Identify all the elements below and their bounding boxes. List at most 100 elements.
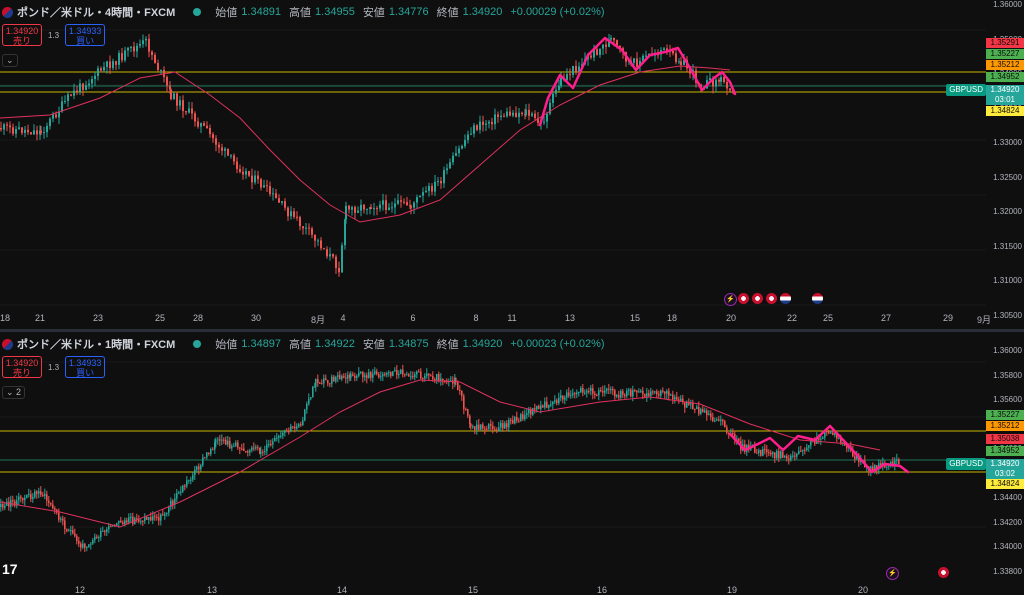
candle-body xyxy=(640,390,642,392)
candle-body xyxy=(208,452,210,455)
candle-body xyxy=(548,404,550,408)
candle-body xyxy=(720,77,722,82)
candle-body xyxy=(78,540,80,544)
event-us-flag-icon[interactable] xyxy=(812,293,823,304)
candle-body xyxy=(645,55,647,57)
candle-body xyxy=(120,520,122,523)
candle-body xyxy=(270,444,272,446)
event-gb-flag-icon[interactable] xyxy=(738,293,749,304)
candle-body xyxy=(178,492,180,494)
candle-body xyxy=(678,399,680,402)
chart-pane-4h[interactable]: ポンド／米ドル・4時間・FXCM 始値 1.34891 高値 1.34955 安値 1… xyxy=(0,0,1024,329)
market-open-icon xyxy=(193,340,202,348)
candle-body xyxy=(708,413,710,416)
candle-body xyxy=(646,393,648,397)
candle-body xyxy=(337,375,339,378)
candle-body xyxy=(209,128,211,135)
candle-body xyxy=(15,129,17,134)
candle-body xyxy=(544,401,546,408)
price-tick-label: 1.35600 xyxy=(993,395,1022,404)
sell-button[interactable]: 1.34920 売り xyxy=(2,24,42,46)
candle-body xyxy=(508,419,510,428)
candle-body xyxy=(774,452,776,459)
candle-body xyxy=(608,388,610,390)
time-tick-label: 15 xyxy=(467,585,479,595)
candle-body xyxy=(191,108,193,114)
candle-body xyxy=(784,456,786,458)
time-tick-label: 20 xyxy=(725,313,737,323)
candle-body xyxy=(373,208,375,210)
candle-body xyxy=(822,437,824,439)
candle-body xyxy=(151,51,153,56)
candle-body xyxy=(562,395,564,400)
candle-body xyxy=(404,374,406,376)
event-gb-flag-icon[interactable] xyxy=(752,293,763,304)
chart-pane-1h[interactable]: ポンド／米ドル・1時間・FXCM 始値 1.34897 高値 1.34922 安値 1… xyxy=(0,332,1024,595)
time-tick-label: 13 xyxy=(206,585,218,595)
time-tick-label: 8 xyxy=(473,313,479,323)
candle-body xyxy=(564,397,566,400)
candle-body xyxy=(800,450,802,452)
candle-body xyxy=(430,375,432,377)
collapse-legend-button[interactable]: ⌄ 2 xyxy=(2,386,26,399)
candle-body xyxy=(420,371,422,379)
candle-body xyxy=(574,393,576,395)
collapse-legend-button[interactable]: ⌄ xyxy=(2,54,18,67)
candle-body xyxy=(624,394,626,397)
candle-body xyxy=(80,543,82,548)
candle-body xyxy=(217,439,219,441)
candle-body xyxy=(132,516,134,525)
candle-body xyxy=(593,49,595,58)
candle-body xyxy=(247,451,249,453)
close-value: 1.34920 xyxy=(462,6,503,18)
candle-body xyxy=(133,46,135,52)
candle-body xyxy=(549,102,551,114)
candle-body xyxy=(802,449,804,452)
bar-countdown: 03:01 xyxy=(986,95,1024,105)
event-us-flag-icon[interactable] xyxy=(780,293,791,304)
candle-body xyxy=(302,226,304,229)
candle-body xyxy=(675,53,677,63)
candle-body xyxy=(4,505,6,508)
candle-body xyxy=(2,504,4,508)
event-gb-flag-icon[interactable] xyxy=(766,293,777,304)
symbol-title[interactable]: ポンド／米ドル・4時間・FXCM xyxy=(17,7,176,19)
symbol-title[interactable]: ポンド／米ドル・1時間・FXCM xyxy=(17,339,176,351)
pane-divider[interactable] xyxy=(0,329,1024,332)
candle-body xyxy=(684,402,686,408)
candle-body xyxy=(58,111,60,118)
buy-button[interactable]: 1.34933 買い xyxy=(65,24,106,46)
candle-body xyxy=(794,455,796,457)
candle-body xyxy=(73,90,75,96)
pattern-drawing xyxy=(728,424,910,474)
candle-body xyxy=(378,374,380,378)
candle-body xyxy=(776,451,778,459)
candle-body xyxy=(284,201,286,208)
candle-body xyxy=(720,419,722,421)
event-gb-flag-icon[interactable] xyxy=(938,567,949,578)
candle-body xyxy=(494,114,496,125)
candle-body xyxy=(455,377,457,383)
candle-body xyxy=(518,112,520,118)
candle-body xyxy=(221,147,223,151)
candle-body xyxy=(503,115,505,117)
chart-canvas-4h[interactable] xyxy=(0,0,1024,329)
candle-body xyxy=(221,439,223,441)
candle-body xyxy=(428,185,430,191)
candle-body xyxy=(838,438,840,440)
candle-body xyxy=(350,374,352,378)
event-bolt-icon[interactable]: ⚡ xyxy=(886,567,899,580)
time-tick-label: 9月 xyxy=(976,315,992,325)
low-label: 安値 xyxy=(362,339,385,351)
candle-body xyxy=(239,447,241,449)
sell-button[interactable]: 1.34920 売り xyxy=(2,356,42,378)
event-bolt-icon[interactable]: ⚡ xyxy=(724,293,737,306)
buy-button[interactable]: 1.34933 買い xyxy=(65,356,106,378)
candle-body xyxy=(494,429,496,431)
candle-body xyxy=(92,539,94,544)
candle-body xyxy=(604,390,606,393)
candle-body xyxy=(668,391,670,396)
candle-body xyxy=(388,207,390,210)
candle-body xyxy=(392,371,394,376)
chart-canvas-1h[interactable] xyxy=(0,332,1024,595)
